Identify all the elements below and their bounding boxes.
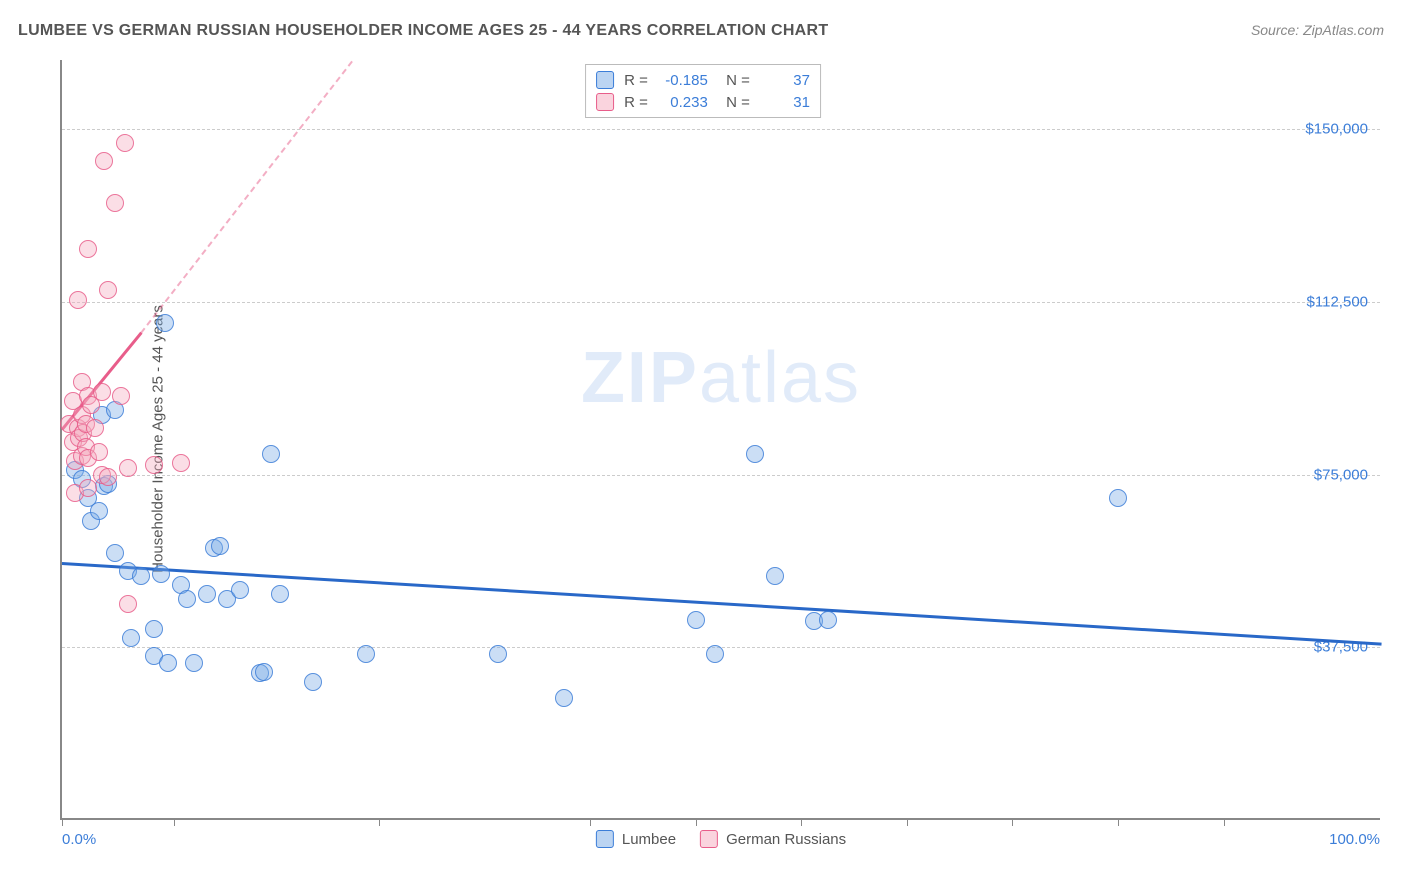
chart-container: LUMBEE VS GERMAN RUSSIAN HOUSEHOLDER INC…	[0, 0, 1406, 892]
data-point	[231, 581, 249, 599]
y-axis-title: Householder Income Ages 25 - 44 years	[149, 305, 166, 573]
data-point	[152, 565, 170, 583]
y-tick-label: $150,000	[1305, 121, 1368, 138]
data-point	[706, 645, 724, 663]
data-point	[1109, 489, 1127, 507]
stat-label: R =	[624, 72, 648, 89]
legend-label: Lumbee	[622, 831, 676, 848]
x-tick	[62, 818, 63, 826]
data-point	[746, 445, 764, 463]
stat-n-value: 37	[760, 72, 810, 89]
data-point	[93, 383, 111, 401]
data-point	[90, 502, 108, 520]
legend-item: German Russians	[700, 830, 846, 848]
x-tick	[1012, 818, 1013, 826]
data-point	[766, 567, 784, 585]
chart-title: LUMBEE VS GERMAN RUSSIAN HOUSEHOLDER INC…	[18, 22, 828, 40]
data-point	[185, 654, 203, 672]
data-point	[122, 629, 140, 647]
x-tick	[379, 818, 380, 826]
data-point	[172, 454, 190, 472]
stat-label: R =	[624, 94, 648, 111]
x-tick	[174, 818, 175, 826]
data-point	[86, 419, 104, 437]
trendline	[140, 60, 353, 333]
data-point	[79, 479, 97, 497]
data-point	[145, 456, 163, 474]
gridline	[62, 475, 1380, 476]
gridline	[62, 129, 1380, 130]
data-point	[106, 194, 124, 212]
x-tick	[1118, 818, 1119, 826]
data-point	[79, 240, 97, 258]
data-point	[489, 645, 507, 663]
legend-swatch	[596, 93, 614, 111]
legend-swatch	[596, 71, 614, 89]
data-point	[159, 654, 177, 672]
x-tick	[590, 818, 591, 826]
data-point	[145, 620, 163, 638]
x-tick	[696, 818, 697, 826]
stat-r-value: -0.185	[658, 72, 708, 89]
data-point	[271, 585, 289, 603]
data-point	[116, 134, 134, 152]
data-point	[178, 590, 196, 608]
data-point	[555, 689, 573, 707]
stat-legend: R = -0.185 N = 37 R = 0.233 N = 31	[585, 64, 821, 118]
trendline	[62, 562, 1382, 645]
data-point	[255, 663, 273, 681]
data-point	[106, 544, 124, 562]
data-point	[262, 445, 280, 463]
data-point	[99, 468, 117, 486]
data-point	[198, 585, 216, 603]
data-point	[132, 567, 150, 585]
data-point	[687, 611, 705, 629]
legend-swatch	[700, 830, 718, 848]
data-point	[357, 645, 375, 663]
data-point	[156, 314, 174, 332]
legend-label: German Russians	[726, 831, 846, 848]
plot-area: Householder Income Ages 25 - 44 years ZI…	[60, 60, 1380, 820]
stat-n-value: 31	[760, 94, 810, 111]
legend-swatch	[596, 830, 614, 848]
watermark: ZIPatlas	[581, 337, 861, 419]
stat-label: N =	[718, 72, 750, 89]
bottom-legend: Lumbee German Russians	[596, 830, 846, 848]
data-point	[304, 673, 322, 691]
stat-legend-row: R = -0.185 N = 37	[596, 69, 810, 91]
data-point	[69, 291, 87, 309]
x-axis-min-label: 0.0%	[62, 831, 96, 848]
data-point	[119, 595, 137, 613]
data-point	[95, 152, 113, 170]
data-point	[90, 443, 108, 461]
data-point	[211, 537, 229, 555]
gridline	[62, 302, 1380, 303]
stat-legend-row: R = 0.233 N = 31	[596, 91, 810, 113]
y-tick-label: $112,500	[1307, 293, 1368, 310]
y-tick-label: $75,000	[1314, 466, 1368, 483]
data-point	[819, 611, 837, 629]
data-point	[112, 387, 130, 405]
data-point	[119, 459, 137, 477]
stat-r-value: 0.233	[658, 94, 708, 111]
source-attribution: Source: ZipAtlas.com	[1251, 22, 1384, 38]
data-point	[99, 281, 117, 299]
legend-item: Lumbee	[596, 830, 676, 848]
x-tick	[1224, 818, 1225, 826]
x-axis-max-label: 100.0%	[1329, 831, 1380, 848]
stat-label: N =	[718, 94, 750, 111]
x-tick	[801, 818, 802, 826]
x-tick	[907, 818, 908, 826]
